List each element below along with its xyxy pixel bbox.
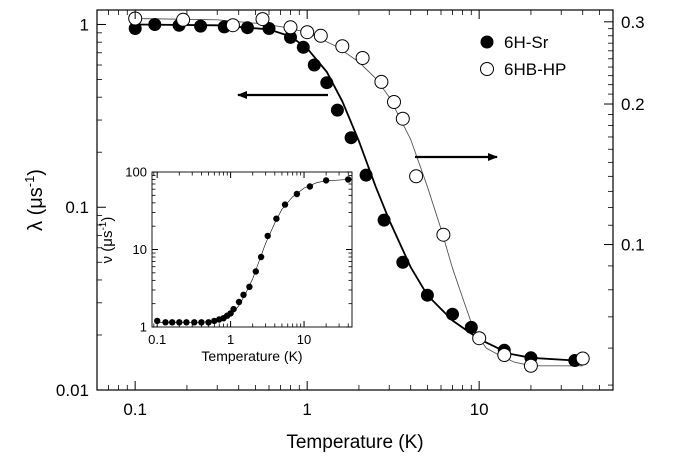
main-x-tick-label: 0.1 [123,400,147,419]
main-point-6h-sr [344,131,358,145]
legend: 6H-Sr 6HB-HP [480,33,566,79]
main-fit-line-6h-sr [135,23,575,362]
inset-data-points [154,176,352,326]
main-y2-tick-label: 0.2 [621,95,645,114]
main-point-6h-sr [330,103,344,117]
inset-x-axis: 0.1 1 10 [148,172,349,347]
inset-y-axis-title-base: ν (μs [99,231,116,264]
main-plot-frame [96,9,614,391]
inset-point-series-0 [322,177,330,184]
main-point-6hb-hp [523,358,538,373]
inset-point-series-0 [154,317,161,325]
inset-point-series-0 [345,176,352,183]
inset-y-tick-label: 100 [125,165,147,180]
inset-point-series-0 [191,319,198,326]
main-x-axis-title: Temperature (K) [286,432,423,453]
main-point-6h-sr [464,320,478,334]
main-point-6h-sr [307,58,321,72]
inset-point-series-0 [293,190,301,198]
inset-point-series-0 [281,201,289,208]
main-y-axis-right: 0.1 0.2 0.3 [604,13,645,386]
main-point-6h-sr [396,255,410,269]
main-y-axis-title-base: λ (μs [25,187,47,231]
main-point-6h-sr [284,30,297,44]
inset-point-series-0 [273,215,280,222]
inset-point-series-0 [240,291,247,298]
main-point-6h-sr [359,168,373,182]
main-point-6hb-hp [313,28,328,43]
main-point-6hb-hp [225,18,240,33]
inset-point-series-0 [235,298,243,306]
main-point-6hb-hp [335,39,350,54]
inset-point-series-0 [257,253,265,261]
main-point-6hb-hp [436,227,451,242]
inset-point-series-0 [183,319,190,326]
main-point-6h-sr [446,307,459,321]
inset-y-tick-label: 10 [133,242,147,257]
main-point-6h-sr [194,19,208,33]
main-point-6h-sr [128,22,142,35]
main-point-6hb-hp [283,20,298,35]
inset-point-series-0 [246,283,253,290]
main-point-6h-sr [241,21,254,35]
inset-point-series-0 [198,319,205,326]
main-y-axis-title-exponent: -1 [22,176,37,188]
main-point-6hb-hp [387,95,401,109]
inset-x-tick-label: 10 [297,332,311,347]
inset-point-series-0 [306,183,314,190]
inset-point-series-0 [176,319,183,326]
main-y-tick-label: 1 [80,15,89,34]
main-point-6hb-hp [374,74,389,89]
main-point-6hb-hp [575,351,590,366]
inset-y-axis-title-exponent: -1 [98,221,109,230]
legend-label-6hb-hp: 6HB-HP [504,60,566,79]
inset-point-series-0 [264,232,271,240]
main-point-6h-sr [296,40,310,54]
legend-marker-6h-sr [480,35,494,49]
inset-point-series-0 [211,317,218,325]
main-point-6h-sr [320,76,334,90]
inset-point-series-0 [230,305,237,313]
main-y-axis-title: λ (μs-1) [22,169,47,231]
main-y2-tick-label: 0.3 [621,13,645,32]
main-point-6h-sr [420,288,434,302]
main-data-points [128,11,590,373]
main-point-6hb-hp [409,169,424,184]
main-y-tick-label: 0.1 [65,198,89,217]
main-point-6hb-hp [176,12,191,27]
main-point-6h-sr [377,213,391,227]
main-point-6h-sr [148,18,162,31]
legend-marker-6hb-hp [480,62,494,76]
main-x-tick-label: 10 [470,400,489,419]
inset-y-axis-title-close: ) [99,217,116,222]
main-point-6hb-hp [300,25,315,40]
inset-point-series-0 [252,268,259,275]
main-y-axis-title-close: ) [25,169,47,176]
main-point-6hb-hp [255,12,270,27]
main-plot: 0.1 1 10 0.010.11 0.10.20.3 Temperature (K… [22,9,645,453]
inset-y-axis: 1 10 100 [125,165,352,335]
inset-x-tick-label: 1 [227,332,234,347]
inset-x-axis-title: Temperature (K) [201,348,302,364]
inset-point-series-0 [162,319,169,326]
main-y-tick-label: 0.01 [56,381,89,400]
inset-x-tick-label: 0.1 [148,332,166,347]
main-point-6hb-hp [355,51,370,65]
main-y2-tick-label: 0.1 [621,235,645,254]
main-point-6hb-hp [395,111,410,126]
inset-point-series-0 [169,319,176,326]
main-x-tick-label: 1 [302,400,311,419]
inset-plot-frame [151,171,353,328]
main-point-6hb-hp [472,331,487,346]
main-y-axis-left: 0.01 0.1 1 [56,15,106,400]
inset-y-axis-title: ν (μs-1) [98,217,116,264]
main-x-axis: 0.1 1 10 [108,10,600,419]
inset-point-series-0 [205,319,212,326]
main-point-6hb-hp [497,348,512,362]
inset-y-tick-label: 1 [140,320,147,335]
legend-label-6h-sr: 6H-Sr [504,33,549,52]
